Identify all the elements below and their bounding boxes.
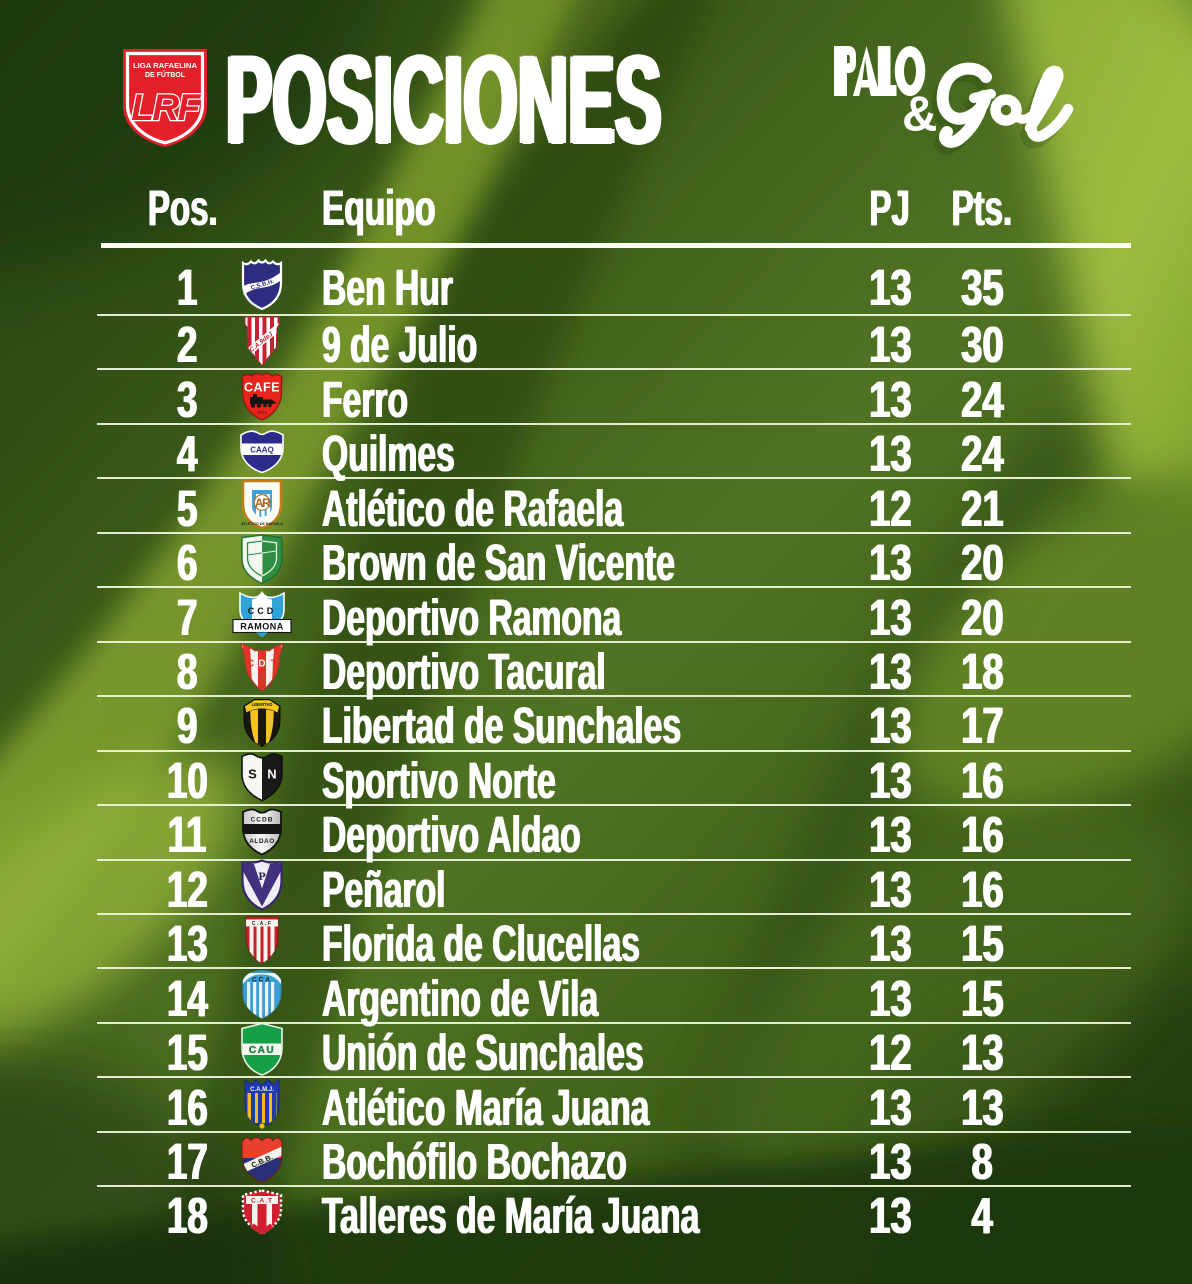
- svg-text:CAAQ: CAAQ: [250, 445, 274, 454]
- svg-text:ALDAO: ALDAO: [249, 838, 275, 845]
- svg-text:CCA: CCA: [252, 977, 272, 984]
- svg-text:C: C: [247, 659, 254, 670]
- svg-text:DE FÚTBOL: DE FÚTBOL: [145, 70, 186, 79]
- svg-text:LIBERTAD: LIBERTAD: [252, 702, 273, 707]
- svg-text:D: D: [258, 659, 265, 670]
- svg-text:P: P: [258, 869, 265, 883]
- svg-text:N: N: [267, 767, 276, 782]
- svg-text:1932: 1932: [257, 410, 268, 415]
- svg-text:AR: AR: [255, 496, 271, 510]
- svg-text:RAMONA: RAMONA: [240, 622, 284, 632]
- svg-text:CCDB: CCDB: [251, 816, 274, 823]
- svg-text:LIGA RAFAELINA: LIGA RAFAELINA: [133, 61, 197, 70]
- svg-text:CAU: CAU: [249, 1045, 275, 1056]
- svg-text:LRF: LRF: [131, 87, 201, 128]
- svg-text:C.A.F: C.A.F: [252, 921, 273, 927]
- svg-text:CAFE: CAFE: [244, 381, 280, 395]
- svg-text:CCD: CCD: [248, 606, 277, 616]
- svg-text:C.A.T: C.A.T: [251, 1197, 273, 1204]
- svg-text:ATLETICO DE RAFAELA: ATLETICO DE RAFAELA: [241, 522, 283, 526]
- svg-text:C.A.M.J.: C.A.M.J.: [250, 1087, 274, 1093]
- svg-text:&: &: [902, 88, 937, 142]
- svg-text:S: S: [248, 767, 257, 782]
- svg-text:T: T: [270, 659, 276, 670]
